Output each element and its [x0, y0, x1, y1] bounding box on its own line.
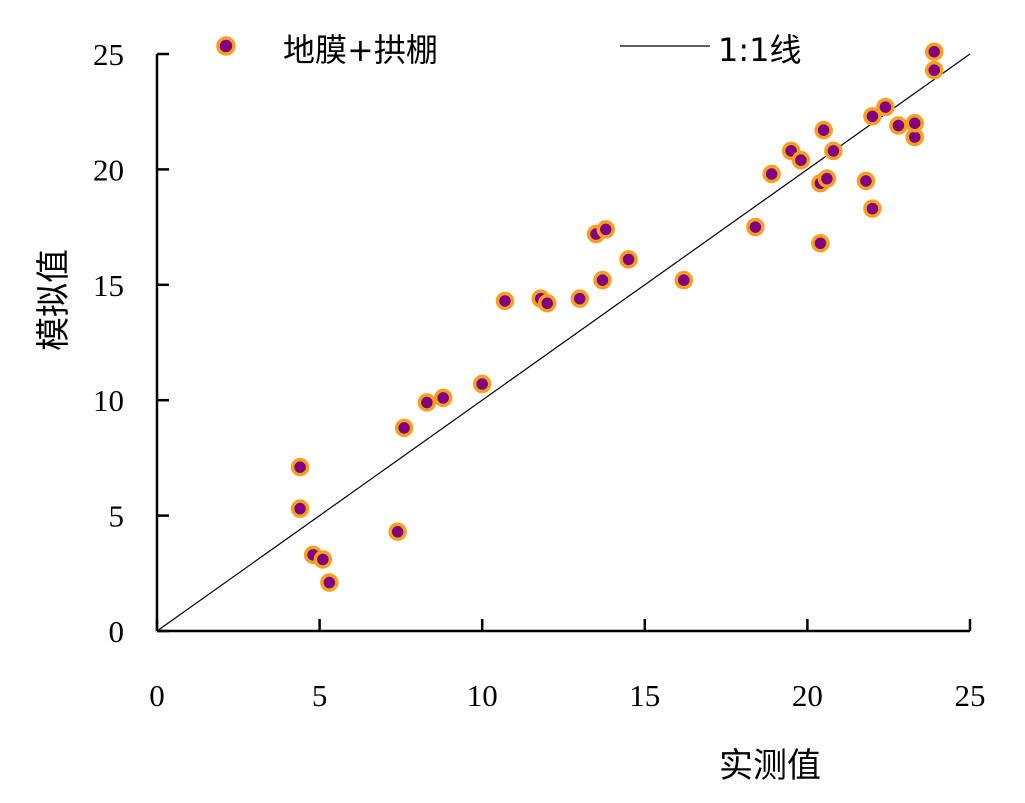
data-point — [924, 60, 944, 80]
data-point — [320, 573, 339, 592]
data-point — [593, 270, 612, 290]
data-point — [537, 294, 557, 313]
legend-marker-scatter — [216, 36, 236, 56]
data-points — [290, 42, 944, 592]
legend-label-line: 1:1线 — [718, 31, 802, 69]
reference-line-1to1 — [156, 53, 971, 632]
data-point — [290, 457, 310, 477]
y-tick-label: 25 — [93, 37, 124, 72]
data-point — [290, 499, 310, 518]
data-point — [924, 42, 944, 61]
x-tick-label: 15 — [629, 678, 660, 713]
data-point — [889, 116, 908, 135]
data-point — [905, 113, 924, 133]
reference-line-group — [156, 53, 971, 632]
data-point — [863, 107, 882, 126]
data-point — [313, 550, 333, 569]
y-tick-label: 5 — [109, 499, 125, 534]
data-point — [433, 388, 453, 408]
legend-label-scatter: 地膜+拱棚 — [283, 31, 438, 69]
data-point — [814, 120, 833, 140]
data-point — [388, 522, 407, 542]
data-point — [596, 220, 616, 239]
legend: 地膜+拱棚 1:1线 — [216, 31, 802, 69]
data-point — [472, 374, 492, 394]
data-point — [495, 291, 515, 311]
y-tick-label: 15 — [93, 268, 124, 303]
data-point — [394, 418, 414, 438]
data-point — [856, 171, 876, 191]
data-point — [863, 199, 882, 218]
x-tick-label: 25 — [955, 678, 986, 713]
data-point — [811, 234, 830, 253]
x-tick-label: 5 — [312, 678, 328, 713]
data-point — [570, 289, 590, 308]
x-tick-label: 20 — [792, 678, 823, 713]
data-point — [876, 97, 895, 117]
x-tick-label: 0 — [149, 678, 165, 713]
y-axis-title: 模拟值 — [34, 249, 74, 351]
data-point — [762, 164, 781, 184]
y-tick-label: 20 — [93, 152, 124, 187]
data-point — [619, 250, 638, 269]
axes: 0 5 10 15 20 25 0 5 10 15 20 25 — [93, 37, 986, 713]
data-point — [824, 141, 843, 161]
data-point — [791, 150, 811, 170]
data-point — [746, 217, 765, 237]
y-tick-label: 0 — [109, 614, 125, 649]
y-tick-label: 10 — [93, 383, 124, 418]
data-point — [417, 393, 437, 412]
data-point — [674, 270, 694, 290]
data-point — [817, 169, 837, 188]
x-tick-label: 10 — [467, 678, 498, 713]
x-axis-title: 实测值 — [719, 746, 821, 786]
